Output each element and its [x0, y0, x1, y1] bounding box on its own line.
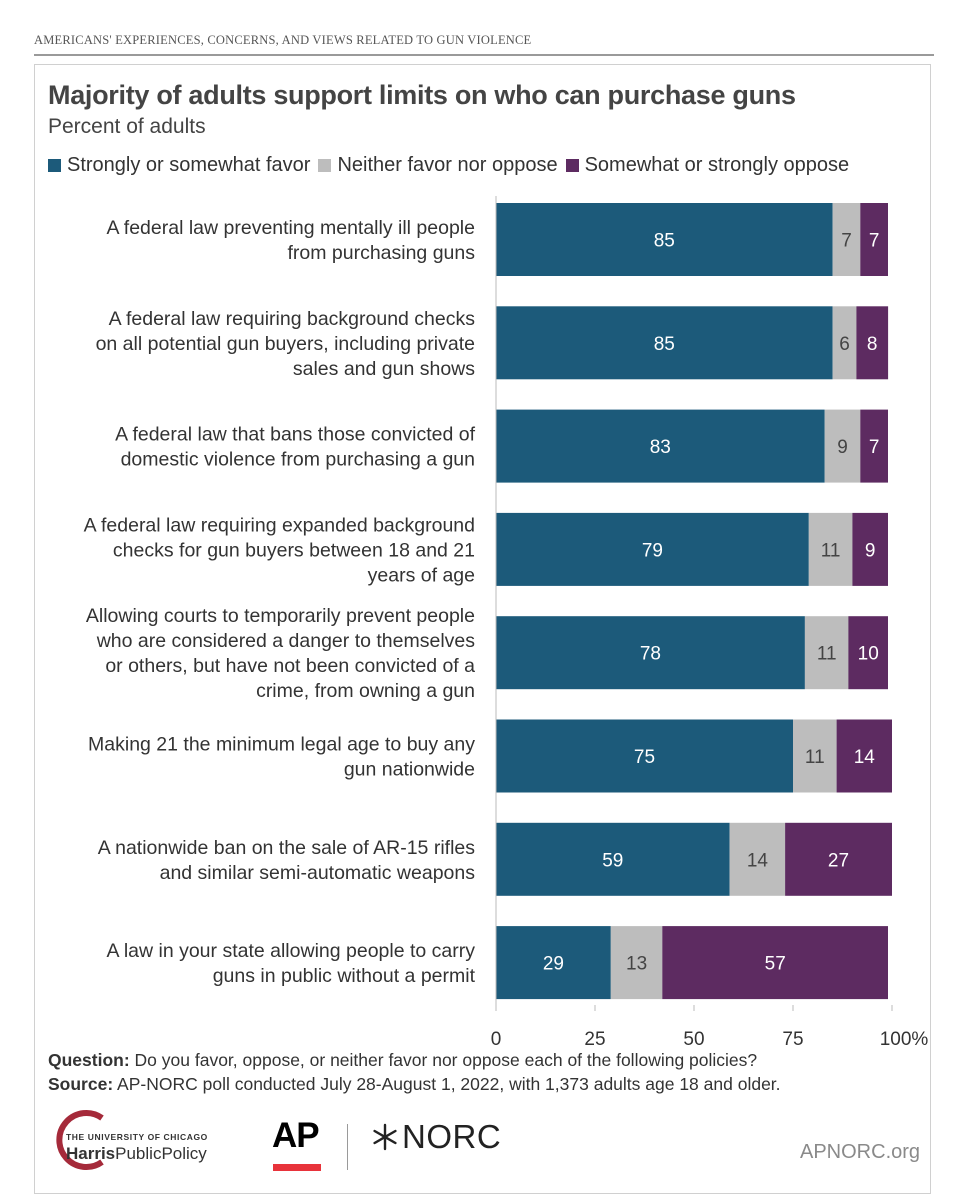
category-label: A federal law requiring expanded backgro… — [84, 514, 475, 586]
bar-segment-favor — [496, 203, 833, 276]
legend-swatch-neither — [318, 159, 332, 172]
bar-segment-favor — [496, 306, 833, 380]
data-label-neither: 11 — [821, 540, 841, 561]
data-label-favor: 59 — [602, 850, 623, 871]
data-label-oppose: 8 — [867, 334, 878, 355]
norc-logo: NORC — [370, 1118, 501, 1156]
data-label-favor: 83 — [650, 437, 671, 458]
data-label-oppose: 7 — [869, 437, 880, 458]
chart-panel — [34, 64, 931, 1194]
legend-item-favor: Strongly or somewhat favor — [48, 154, 310, 177]
bar-segment-favor — [496, 512, 809, 586]
data-label-favor: 79 — [642, 540, 663, 561]
data-label-neither: 9 — [837, 437, 848, 458]
category-label: A federal law requiring background check… — [96, 308, 476, 380]
norc-star-icon — [373, 1123, 397, 1151]
legend-label-oppose: Somewhat or strongly oppose — [584, 154, 850, 176]
category-label: Allowing courts to temporarily prevent p… — [86, 605, 475, 702]
data-label-favor: 85 — [654, 231, 675, 252]
question-label: Question: — [48, 1050, 130, 1070]
bar-segment-neither — [832, 203, 861, 276]
chart-legend: Strongly or somewhat favor Neither favor… — [48, 154, 857, 177]
data-label-oppose: 7 — [869, 231, 880, 252]
bar-segment-favor — [496, 822, 730, 896]
data-label-neither: 7 — [841, 231, 852, 252]
category-label: A nationwide ban on the sale of AR-15 ri… — [98, 837, 475, 884]
bar-segment-oppose — [856, 306, 889, 380]
bar-segment-neither — [610, 926, 663, 1000]
x-tick-label: 0 — [491, 1029, 502, 1050]
report-header: AMERICANS' EXPERIENCES, CONCERNS, AND VI… — [34, 33, 532, 47]
stacked-bar-chart: A federal law preventing mentally ill pe… — [84, 196, 929, 1050]
bar-segment-favor — [496, 616, 805, 690]
category-label: Making 21 the minimum legal age to buy a… — [88, 734, 475, 781]
bar-segment-neither — [793, 719, 837, 793]
x-tick-label: 75 — [782, 1029, 803, 1050]
category-label: A federal law preventing mentally ill pe… — [106, 217, 475, 264]
harris-rest-text: PublicPolicy — [115, 1144, 207, 1163]
harris-arc-icon — [56, 1110, 104, 1170]
harris-public-policy-logo: THE UNIVERSITY OF CHICAGO HarrisPublicPo… — [50, 1106, 250, 1172]
data-label-neither: 13 — [626, 954, 647, 975]
data-label-oppose: 14 — [854, 747, 876, 768]
bar-segment-oppose — [785, 822, 892, 896]
question-footnote: Question: Do you favor, oppose, or neith… — [48, 1050, 757, 1071]
data-label-neither: 11 — [805, 747, 825, 768]
bar-segment-oppose — [860, 409, 888, 483]
category-label: A law in your state allowing people to c… — [106, 940, 475, 987]
header-divider — [34, 54, 934, 56]
bar-segment-neither — [804, 616, 849, 690]
data-label-neither: 6 — [839, 334, 850, 355]
ap-logo-text: AP — [272, 1116, 320, 1155]
ap-logo: AP — [272, 1116, 324, 1174]
bar-segment-oppose — [852, 512, 888, 586]
category-label: A federal law that bans those convicted … — [115, 424, 475, 471]
harris-bold-text: Harris — [66, 1144, 116, 1163]
data-label-oppose: 57 — [765, 954, 786, 975]
bar-segment-neither — [729, 822, 785, 896]
legend-label-neither: Neither favor nor oppose — [337, 154, 558, 176]
bar-segment-oppose — [836, 719, 892, 793]
data-label-favor: 85 — [654, 334, 675, 355]
ap-red-bar — [273, 1164, 321, 1171]
x-tick-label: 25 — [584, 1029, 605, 1050]
x-tick-label: 100% — [880, 1029, 929, 1050]
legend-swatch-favor — [48, 159, 61, 172]
bar-segment-neither — [824, 409, 861, 483]
data-label-oppose: 10 — [858, 644, 879, 665]
source-text: AP-NORC poll conducted July 28-August 1,… — [113, 1074, 781, 1094]
bar-segment-oppose — [662, 926, 888, 1000]
chart-title: Majority of adults support limits on who… — [48, 80, 796, 110]
bar-segment-favor — [496, 719, 793, 793]
question-text: Do you favor, oppose, or neither favor n… — [129, 1050, 758, 1070]
bar-segment-oppose — [860, 203, 888, 276]
harris-name-text: HarrisPublicPolicy — [66, 1144, 207, 1164]
logo-divider — [347, 1124, 348, 1170]
data-label-oppose: 27 — [828, 850, 849, 871]
legend-swatch-oppose — [565, 159, 579, 172]
norc-logo-text: NORC — [402, 1118, 502, 1155]
site-url: APNORC.org — [800, 1141, 921, 1163]
bar-segment-favor — [496, 926, 611, 1000]
legend-item-oppose: Somewhat or strongly oppose — [565, 154, 850, 177]
bar-segment-neither — [832, 306, 857, 380]
bar-segment-neither — [808, 512, 853, 586]
legend-label-favor: Strongly or somewhat favor — [67, 154, 311, 176]
x-tick-label: 50 — [683, 1029, 704, 1050]
source-footnote: Source: AP-NORC poll conducted July 28-A… — [48, 1074, 781, 1095]
data-label-favor: 75 — [634, 747, 655, 768]
data-label-neither: 14 — [747, 850, 769, 871]
legend-item-neither: Neither favor nor oppose — [318, 154, 558, 177]
chart-subtitle: Percent of adults — [48, 115, 206, 138]
harris-university-text: THE UNIVERSITY OF CHICAGO — [66, 1132, 208, 1142]
bar-segment-favor — [496, 409, 825, 483]
data-label-favor: 29 — [543, 954, 564, 975]
data-label-favor: 78 — [640, 644, 661, 665]
data-label-neither: 11 — [817, 644, 837, 665]
data-label-oppose: 9 — [865, 540, 876, 561]
source-label: Source: — [48, 1074, 114, 1094]
bar-segment-oppose — [848, 616, 888, 690]
